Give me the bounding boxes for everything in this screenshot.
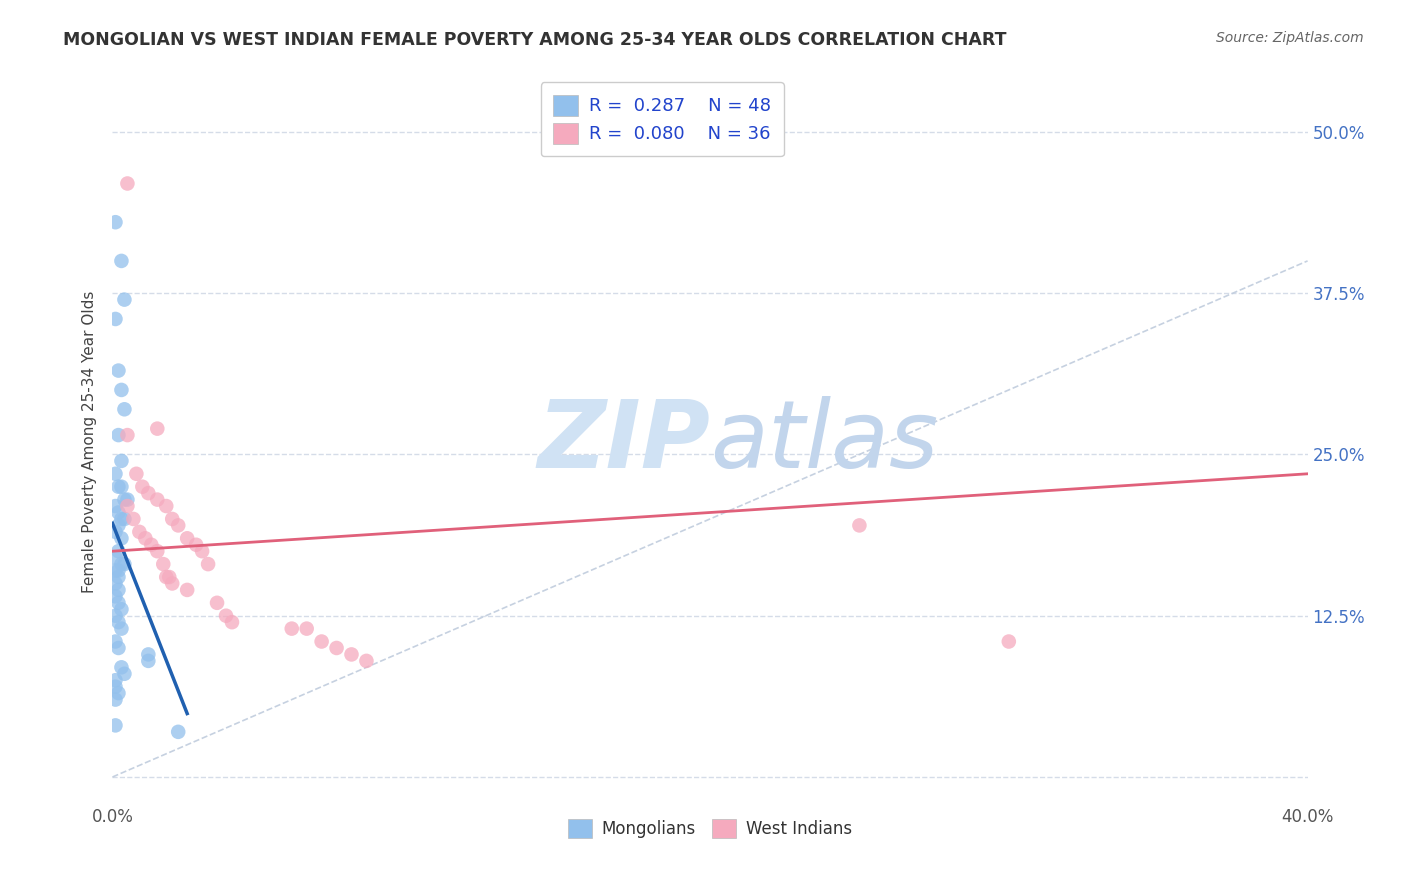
Text: MONGOLIAN VS WEST INDIAN FEMALE POVERTY AMONG 25-34 YEAR OLDS CORRELATION CHART: MONGOLIAN VS WEST INDIAN FEMALE POVERTY …	[63, 31, 1007, 49]
Point	[110, 512, 132, 526]
Point	[117, 492, 139, 507]
Point	[104, 499, 127, 513]
Point	[155, 570, 177, 584]
Point	[146, 544, 169, 558]
Point	[104, 550, 127, 565]
Point	[152, 557, 174, 571]
Point	[110, 557, 132, 571]
Point	[138, 654, 160, 668]
Point	[104, 634, 127, 648]
Point	[998, 634, 1021, 648]
Point	[191, 544, 214, 558]
Point	[221, 615, 243, 630]
Point	[356, 654, 378, 668]
Point	[146, 422, 169, 436]
Point	[162, 512, 183, 526]
Point	[114, 666, 135, 681]
Point	[107, 640, 129, 655]
Point	[281, 622, 304, 636]
Point	[104, 590, 127, 604]
Point	[340, 648, 363, 662]
Point	[138, 486, 160, 500]
Point	[104, 312, 127, 326]
Point	[110, 602, 132, 616]
Point	[104, 673, 127, 688]
Point	[114, 492, 135, 507]
Point	[848, 518, 870, 533]
Point	[104, 564, 127, 578]
Point	[176, 531, 198, 545]
Point	[176, 582, 198, 597]
Point	[107, 582, 129, 597]
Point	[114, 402, 135, 417]
Point	[107, 564, 129, 578]
Point	[215, 608, 238, 623]
Point	[117, 499, 139, 513]
Point	[104, 692, 127, 706]
Text: ZIP: ZIP	[537, 395, 710, 488]
Point	[117, 428, 139, 442]
Point	[114, 293, 135, 307]
Point	[110, 454, 132, 468]
Point	[146, 492, 169, 507]
Point	[295, 622, 318, 636]
Point	[155, 499, 177, 513]
Point	[104, 608, 127, 623]
Point	[114, 557, 135, 571]
Point	[107, 363, 129, 377]
Point	[122, 512, 145, 526]
Point	[107, 506, 129, 520]
Point	[107, 518, 129, 533]
Point	[107, 686, 129, 700]
Text: atlas: atlas	[710, 396, 938, 487]
Point	[110, 531, 132, 545]
Point	[128, 524, 150, 539]
Point	[325, 640, 347, 655]
Point	[104, 576, 127, 591]
Point	[104, 680, 127, 694]
Point	[141, 538, 163, 552]
Point	[162, 576, 183, 591]
Point	[104, 718, 127, 732]
Point	[157, 570, 180, 584]
Point	[104, 215, 127, 229]
Point	[186, 538, 208, 552]
Point	[117, 177, 139, 191]
Point	[138, 648, 160, 662]
Legend: Mongolians, West Indians: Mongolians, West Indians	[561, 813, 859, 845]
Point	[167, 518, 190, 533]
Point	[107, 480, 129, 494]
Point	[104, 524, 127, 539]
Point	[131, 480, 153, 494]
Text: Source: ZipAtlas.com: Source: ZipAtlas.com	[1216, 31, 1364, 45]
Y-axis label: Female Poverty Among 25-34 Year Olds: Female Poverty Among 25-34 Year Olds	[82, 291, 97, 592]
Point	[110, 622, 132, 636]
Point	[107, 596, 129, 610]
Point	[110, 480, 132, 494]
Point	[197, 557, 219, 571]
Point	[311, 634, 333, 648]
Point	[205, 596, 228, 610]
Point	[114, 512, 135, 526]
Point	[110, 254, 132, 268]
Point	[107, 570, 129, 584]
Point	[104, 467, 127, 481]
Point	[134, 531, 156, 545]
Point	[110, 383, 132, 397]
Point	[110, 660, 132, 674]
Point	[107, 615, 129, 630]
Point	[125, 467, 148, 481]
Point	[107, 428, 129, 442]
Point	[167, 724, 190, 739]
Point	[107, 544, 129, 558]
